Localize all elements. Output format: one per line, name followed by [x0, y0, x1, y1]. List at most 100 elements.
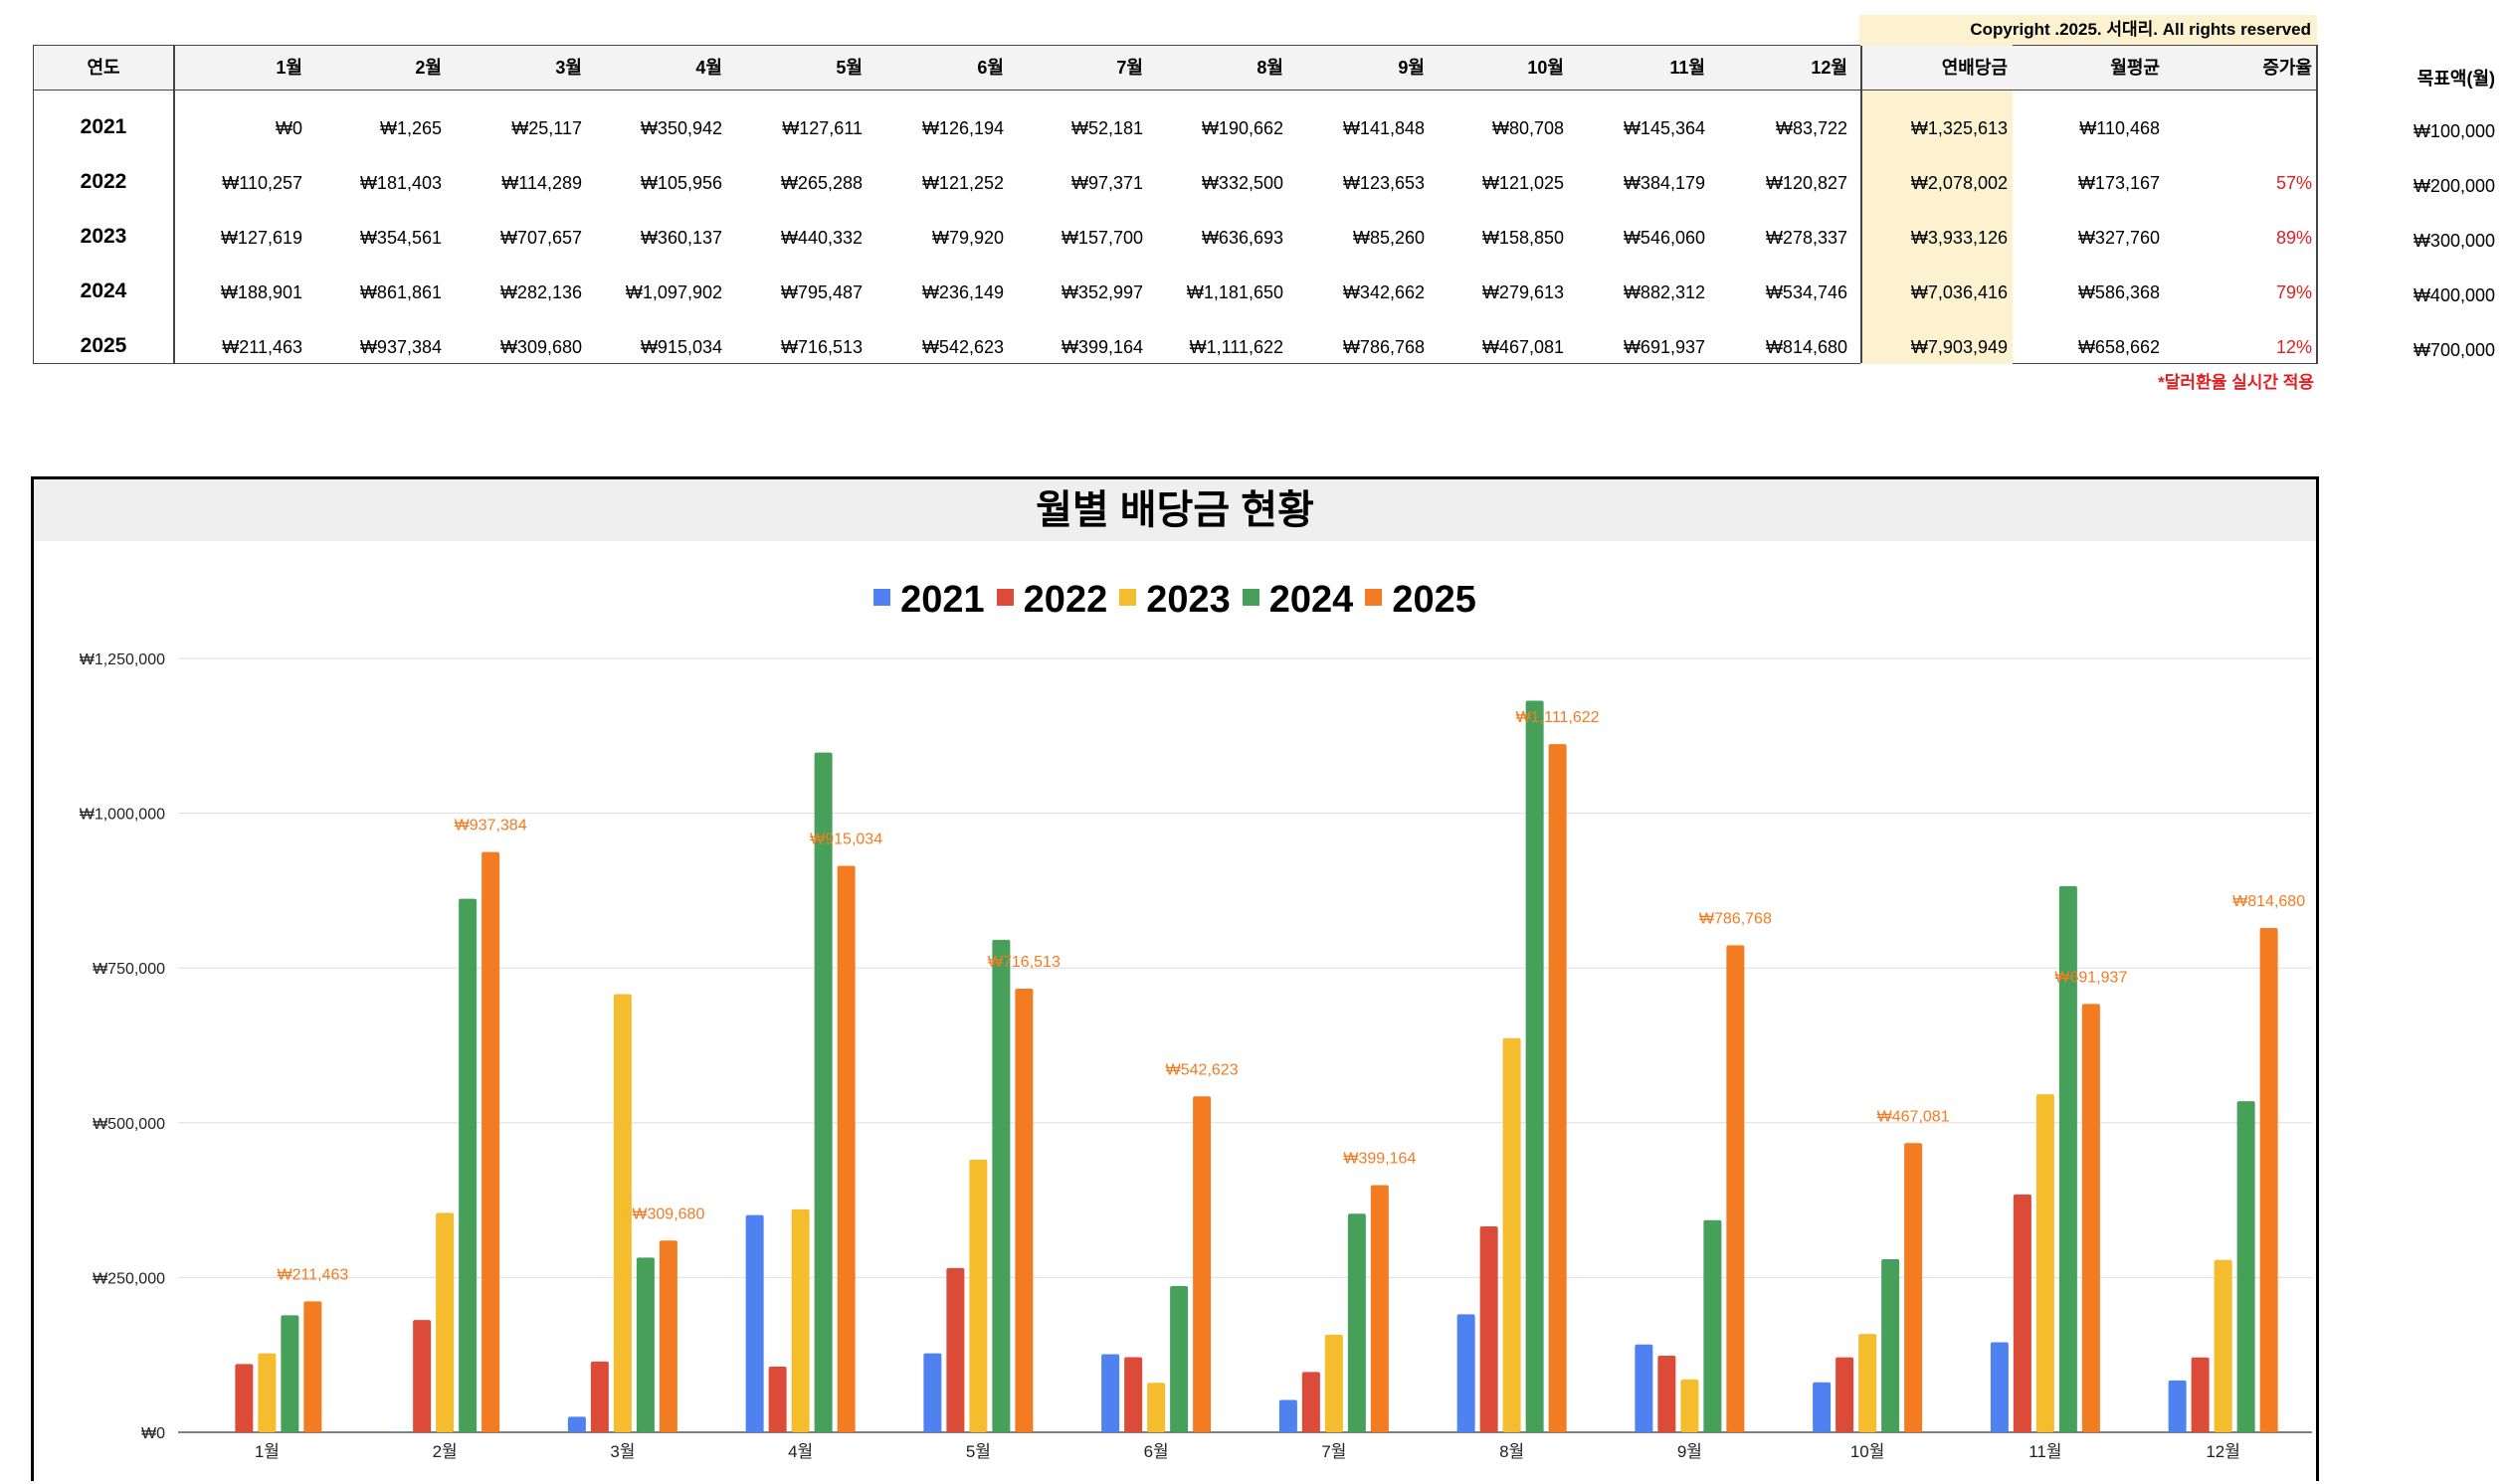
cell-growth-2022: 57%: [2275, 173, 2312, 193]
bar-2021-6: [1101, 1354, 1120, 1432]
x-tick-label: 12월: [2206, 1442, 2240, 1461]
annual-column-divider: [1860, 46, 1862, 363]
cell-2022-m3: ₩114,289: [501, 173, 582, 193]
cell-2025-m7: ₩399,164: [1061, 337, 1143, 357]
bar-2025-11: [2081, 1004, 2100, 1432]
bar-2023-9: [1680, 1379, 1699, 1432]
bar-2025-10: [1904, 1143, 1923, 1432]
row-year-2025: 2025: [80, 334, 127, 357]
cell-2025-m4: ₩915,034: [640, 337, 722, 357]
cell-avg-2023: ₩327,760: [2077, 228, 2160, 248]
legend-swatch-2025: [1365, 589, 1383, 606]
cell-2024-m1: ₩188,901: [220, 282, 302, 302]
cell-2023-m3: ₩707,657: [499, 228, 582, 248]
bar-2025-9: [1726, 945, 1745, 1432]
x-tick-label: 3월: [610, 1442, 635, 1461]
cell-2023-m9: ₩85,260: [1352, 228, 1425, 248]
row-year-2022: 2022: [80, 170, 127, 193]
annual-highlight-band: [1860, 45, 2013, 364]
bar-2022-7: [1301, 1372, 1320, 1432]
cell-2022-m7: ₩97,371: [1070, 173, 1143, 193]
data-label-7: ₩399,164: [1343, 1151, 1416, 1168]
bar-2023-2: [436, 1212, 455, 1432]
bar-2021-9: [1635, 1344, 1653, 1432]
target-value-2022: ₩200,000: [2413, 176, 2495, 196]
bar-2023-5: [969, 1159, 988, 1432]
bar-2022-8: [1479, 1226, 1498, 1432]
bar-2025-1: [303, 1301, 322, 1432]
cell-2024-m12: ₩534,746: [1765, 282, 1847, 302]
bar-2023-7: [1324, 1334, 1343, 1432]
legend-item-2023: 2023: [1119, 579, 1231, 622]
header-1: 1월: [276, 58, 302, 78]
cell-2025-m12: ₩814,680: [1765, 337, 1847, 357]
cell-2021-m11: ₩145,364: [1623, 118, 1705, 138]
data-label-11: ₩691,937: [2054, 969, 2127, 986]
bar-2021-12: [2168, 1380, 2187, 1432]
cell-2022-m10: ₩121,025: [1481, 173, 1564, 193]
y-tick-label: ₩500,000: [93, 1116, 165, 1133]
cell-2024-m10: ₩279,613: [1481, 282, 1564, 302]
data-label-4: ₩915,034: [810, 831, 882, 847]
cell-avg-2022: ₩173,167: [2077, 173, 2160, 193]
bar-2022-9: [1657, 1356, 1676, 1432]
cell-2022-m8: ₩332,500: [1201, 173, 1283, 193]
cell-2023-m10: ₩158,850: [1481, 228, 1564, 248]
bar-2021-2: [390, 1431, 409, 1432]
exchange-rate-note: *달러환율 실시간 적용: [2158, 373, 2314, 392]
bar-2023-11: [2035, 1094, 2054, 1432]
cell-2022-m9: ₩123,653: [1342, 173, 1425, 193]
header-10: 10월: [1527, 58, 1564, 78]
chart-legend: 2021 2022 2023 2024 2025: [34, 579, 2316, 622]
cell-2021-m12: ₩83,722: [1775, 118, 1847, 138]
header-12: 12월: [1811, 58, 1847, 78]
bar-2025-3: [659, 1240, 677, 1432]
legend-item-2025: 2025: [1365, 579, 1476, 622]
data-label-1: ₩211,463: [278, 1266, 349, 1283]
bar-2023-4: [791, 1208, 810, 1432]
legend-swatch-2022: [996, 589, 1014, 606]
x-tick-label: 10월: [1850, 1442, 1885, 1461]
cell-annual-2023: ₩3,933,126: [1910, 228, 2008, 248]
target-amount-label: 목표액(월): [2416, 69, 2495, 89]
bar-chart: ₩0 ₩250,000 ₩500,000 ₩750,000 ₩1,000,000 ₩1,2…: [80, 651, 2312, 1461]
cell-2024-m7: ₩352,997: [1061, 282, 1143, 302]
y-tick-label: ₩0: [141, 1425, 165, 1442]
row-year-2021: 2021: [80, 115, 127, 138]
bar-2025-8: [1548, 744, 1567, 1432]
bar-2024-10: [1881, 1258, 1900, 1432]
cell-2024-m6: ₩236,149: [921, 282, 1004, 302]
bar-2021-10: [1813, 1382, 1832, 1432]
legend-label-2021: 2021: [900, 579, 985, 621]
bar-2025-2: [482, 851, 500, 1432]
row-year-2024: 2024: [80, 279, 127, 302]
legend-label-2023: 2023: [1146, 579, 1231, 621]
data-label-3: ₩309,680: [632, 1206, 704, 1222]
chart-panel: 월별 배당금 현황 2021 2022 2023 2024 2025 ₩0 ₩250,00…: [31, 476, 2319, 1481]
header-2: 2월: [415, 58, 442, 78]
cell-2022-m12: ₩120,827: [1765, 173, 1847, 193]
row-year-2023: 2023: [80, 225, 127, 248]
bar-2024-9: [1703, 1219, 1722, 1432]
cell-annual-2021: ₩1,325,613: [1910, 118, 2008, 138]
bar-2022-3: [590, 1361, 609, 1432]
header-8: 8월: [1256, 58, 1283, 78]
cell-2021-m5: ₩127,611: [782, 118, 863, 138]
bar-2022-5: [946, 1267, 965, 1432]
cell-2023-m12: ₩278,337: [1765, 228, 1847, 248]
bar-2022-4: [768, 1367, 787, 1432]
bar-2024-7: [1347, 1213, 1366, 1432]
bar-2022-1: [235, 1364, 254, 1432]
cell-2021-m1: ₩0: [276, 118, 302, 138]
cell-2025-m1: ₩211,463: [222, 337, 302, 357]
cell-2023-m8: ₩636,693: [1201, 228, 1283, 248]
bar-2025-5: [1015, 989, 1034, 1432]
copyright-notice: Copyright .2025. 서대리. All rights reserve…: [1859, 15, 2317, 45]
x-tick-label: 4월: [788, 1442, 813, 1461]
bar-2024-12: [2236, 1101, 2255, 1432]
header-5: 5월: [836, 58, 863, 78]
bar-2021-7: [1278, 1399, 1297, 1432]
x-tick-label: 11월: [2028, 1442, 2061, 1461]
cell-2021-m4: ₩350,942: [640, 118, 722, 138]
bar-2025-7: [1370, 1185, 1389, 1432]
